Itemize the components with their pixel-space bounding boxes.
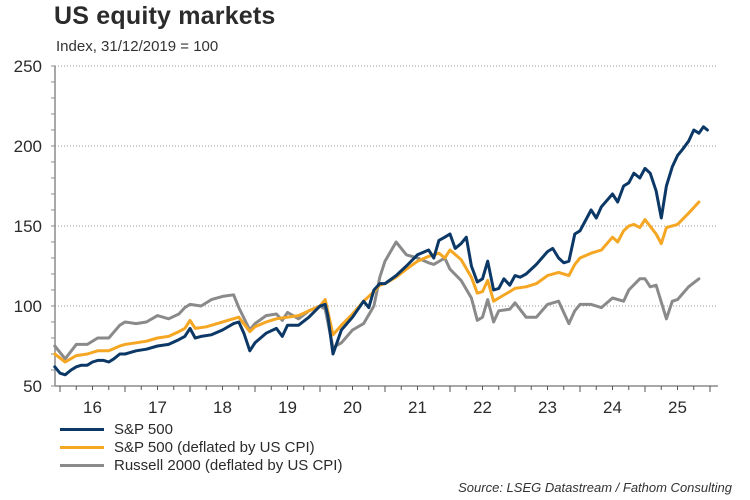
legend-swatch-sp500-deflated xyxy=(60,445,104,449)
x-tick-label: 18 xyxy=(213,398,232,417)
y-tick-label: 50 xyxy=(23,377,42,396)
x-tick-label: 19 xyxy=(278,398,297,417)
x-tick-label: 22 xyxy=(473,398,492,417)
legend-swatch-sp500 xyxy=(60,427,104,431)
x-tick-label: 25 xyxy=(668,398,687,417)
legend-swatch-russell2000-deflated xyxy=(60,463,104,467)
x-tick-label: 20 xyxy=(343,398,362,417)
legend-item-russell2000-deflated: Russell 2000 (deflated by US CPI) xyxy=(60,456,342,474)
y-tick-label: 250 xyxy=(14,57,42,76)
y-tick-label: 200 xyxy=(14,137,42,156)
legend: S&P 500 S&P 500 (deflated by US CPI) Rus… xyxy=(60,420,342,474)
legend-label: S&P 500 (deflated by US CPI) xyxy=(114,438,315,456)
axes: 50 100 150 200 250 16 17 18 19 20 21 22 23 24 25 xyxy=(14,57,718,417)
chart-title: US equity markets xyxy=(54,2,276,30)
legend-label: Russell 2000 (deflated by US CPI) xyxy=(114,456,343,474)
y-tick-label: 100 xyxy=(14,297,42,316)
x-tick-label: 16 xyxy=(83,398,102,417)
source-note: Source: LSEG Datastream / Fathom Consult… xyxy=(458,480,732,495)
x-tick-label: 23 xyxy=(538,398,557,417)
grid-lines xyxy=(55,65,718,307)
series-line-0 xyxy=(53,125,709,377)
x-tick-label: 17 xyxy=(148,398,167,417)
x-tick-label: 24 xyxy=(603,398,622,417)
series-line-1 xyxy=(53,200,701,364)
series-lines xyxy=(53,125,709,377)
legend-label: S&P 500 xyxy=(114,420,173,438)
y-tick-label: 150 xyxy=(14,217,42,236)
legend-item-sp500: S&P 500 xyxy=(60,420,342,438)
series-line-2 xyxy=(53,240,701,361)
x-tick-label: 21 xyxy=(408,398,427,417)
chart-subtitle: Index, 31/12/2019 = 100 xyxy=(56,38,219,55)
legend-item-sp500-deflated: S&P 500 (deflated by US CPI) xyxy=(60,438,342,456)
